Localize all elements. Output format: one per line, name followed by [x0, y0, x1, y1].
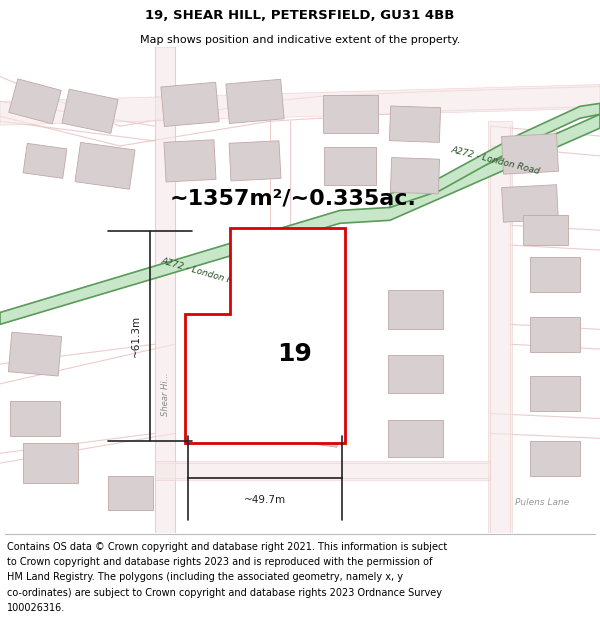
Polygon shape	[488, 121, 512, 532]
FancyBboxPatch shape	[8, 332, 62, 376]
FancyBboxPatch shape	[107, 476, 152, 510]
FancyBboxPatch shape	[530, 258, 580, 292]
FancyBboxPatch shape	[530, 441, 580, 476]
Text: ~61.3m: ~61.3m	[131, 315, 141, 357]
FancyBboxPatch shape	[391, 158, 440, 194]
FancyBboxPatch shape	[530, 317, 580, 352]
Text: ~49.7m: ~49.7m	[244, 495, 286, 505]
FancyBboxPatch shape	[278, 400, 343, 448]
Text: A272 - London Road: A272 - London Road	[160, 256, 250, 290]
Text: ~1357m²/~0.335ac.: ~1357m²/~0.335ac.	[170, 189, 417, 209]
FancyBboxPatch shape	[226, 79, 284, 124]
Text: Contains OS data © Crown copyright and database right 2021. This information is : Contains OS data © Crown copyright and d…	[7, 542, 448, 552]
Polygon shape	[185, 228, 345, 443]
FancyBboxPatch shape	[23, 143, 67, 178]
FancyBboxPatch shape	[530, 376, 580, 411]
Text: A272 - London Road: A272 - London Road	[450, 146, 541, 176]
Polygon shape	[0, 84, 600, 125]
FancyBboxPatch shape	[502, 185, 559, 222]
FancyBboxPatch shape	[270, 331, 330, 378]
FancyBboxPatch shape	[164, 140, 216, 182]
FancyBboxPatch shape	[502, 134, 559, 174]
Polygon shape	[0, 114, 600, 324]
Text: Shear Hi...: Shear Hi...	[161, 372, 170, 416]
FancyBboxPatch shape	[10, 401, 60, 436]
FancyBboxPatch shape	[75, 142, 135, 189]
Text: Pulens Lane: Pulens Lane	[515, 498, 569, 508]
Text: 19, SHEAR HILL, PETERSFIELD, GU31 4BB: 19, SHEAR HILL, PETERSFIELD, GU31 4BB	[145, 9, 455, 22]
FancyBboxPatch shape	[388, 419, 443, 457]
FancyBboxPatch shape	[229, 141, 281, 181]
FancyBboxPatch shape	[323, 96, 377, 133]
Text: to Crown copyright and database rights 2023 and is reproduced with the permissio: to Crown copyright and database rights 2…	[7, 557, 433, 567]
FancyBboxPatch shape	[23, 443, 77, 483]
Polygon shape	[155, 461, 490, 480]
Text: HM Land Registry. The polygons (including the associated geometry, namely x, y: HM Land Registry. The polygons (includin…	[7, 572, 403, 582]
Text: co-ordinates) are subject to Crown copyright and database rights 2023 Ordnance S: co-ordinates) are subject to Crown copyr…	[7, 588, 442, 598]
FancyBboxPatch shape	[62, 89, 118, 133]
Text: Map shows position and indicative extent of the property.: Map shows position and indicative extent…	[140, 35, 460, 45]
Polygon shape	[390, 103, 600, 208]
FancyBboxPatch shape	[9, 79, 61, 124]
Text: 100026316.: 100026316.	[7, 602, 65, 612]
FancyBboxPatch shape	[388, 355, 443, 392]
FancyBboxPatch shape	[523, 216, 568, 245]
Text: 19: 19	[278, 342, 313, 366]
FancyBboxPatch shape	[389, 106, 440, 142]
FancyBboxPatch shape	[324, 147, 376, 184]
FancyBboxPatch shape	[388, 290, 443, 329]
FancyBboxPatch shape	[161, 82, 219, 126]
Polygon shape	[155, 47, 175, 532]
